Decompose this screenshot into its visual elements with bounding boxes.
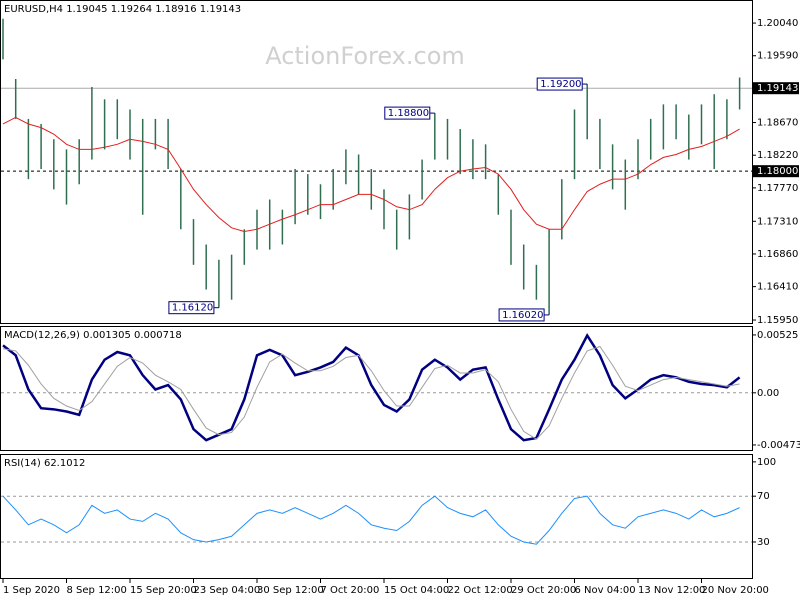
y-tick-label: 1.16860 xyxy=(757,249,798,260)
x-tick-label: 29 Oct 20:00 xyxy=(511,585,576,596)
annotation-label: 1.16020 xyxy=(502,310,543,321)
annotation-box xyxy=(498,308,545,322)
annotation-label: 1.18800 xyxy=(388,108,429,119)
level-label-bg xyxy=(753,165,799,178)
last-price-label: 1.19143 xyxy=(757,83,798,94)
annotation-box xyxy=(536,77,583,91)
x-tick-label: 6 Nov 04:00 xyxy=(575,585,636,596)
y-tick-label: 1.19590 xyxy=(757,51,798,62)
x-tick-label: 20 Nov 20:00 xyxy=(702,585,769,596)
y-tick-label: 70 xyxy=(757,491,770,502)
rsi-title: RSI(14) 62.1012 xyxy=(4,458,85,469)
y-tick-label: 1.17310 xyxy=(757,216,798,227)
y-tick-label: 1.17770 xyxy=(757,183,798,194)
level-label: 1.18000 xyxy=(757,166,798,177)
x-tick-label: 13 Nov 12:00 xyxy=(638,585,705,596)
y-tick-label: 1.18220 xyxy=(757,150,798,161)
indicator-line xyxy=(2,332,741,442)
macd-panel xyxy=(0,326,753,451)
x-tick-label: 8 Sep 12:00 xyxy=(67,585,127,596)
y-tick-label: 1.20040 xyxy=(757,18,798,29)
x-tick-label: 23 Sep 04:00 xyxy=(194,585,261,596)
x-tick-label: 22 Oct 12:00 xyxy=(448,585,513,596)
y-tick-label: 1.16410 xyxy=(757,282,798,293)
y-tick-label: 1.15950 xyxy=(757,315,798,326)
y-tick-label: 30 xyxy=(757,537,770,548)
watermark: ActionForex.com xyxy=(265,42,465,70)
macd-title: MACD(12,26,9) 0.001305 0.000718 xyxy=(4,330,182,341)
x-tick-label: 30 Sep 12:00 xyxy=(257,585,324,596)
moving-average xyxy=(2,116,740,232)
x-tick-label: 1 Sep 2020 xyxy=(3,585,60,596)
y-tick-label: 0.00 xyxy=(757,388,779,399)
rsi-panel xyxy=(0,454,753,579)
price-panel xyxy=(0,0,753,324)
y-tick-label: 1.18670 xyxy=(757,118,798,129)
indicator-line xyxy=(2,345,740,440)
indicator-line xyxy=(2,495,740,545)
y-tick-label: 100 xyxy=(757,457,776,468)
price-title: EURUSD,H4 1.19045 1.19264 1.18916 1.1914… xyxy=(4,4,241,15)
y-tick-label: 0.00525 xyxy=(757,330,798,341)
annotation-label: 1.19200 xyxy=(540,79,581,90)
y-tick-label: -0.004732 xyxy=(757,440,800,451)
x-tick-label: 15 Oct 04:00 xyxy=(384,585,449,596)
last-price-bg xyxy=(753,82,799,95)
x-tick-label: 15 Sep 20:00 xyxy=(130,585,197,596)
annotation-box xyxy=(384,106,431,120)
annotation-box xyxy=(168,301,215,315)
x-tick-label: 7 Oct 20:00 xyxy=(321,585,380,596)
annotation-label: 1.16120 xyxy=(172,303,213,314)
